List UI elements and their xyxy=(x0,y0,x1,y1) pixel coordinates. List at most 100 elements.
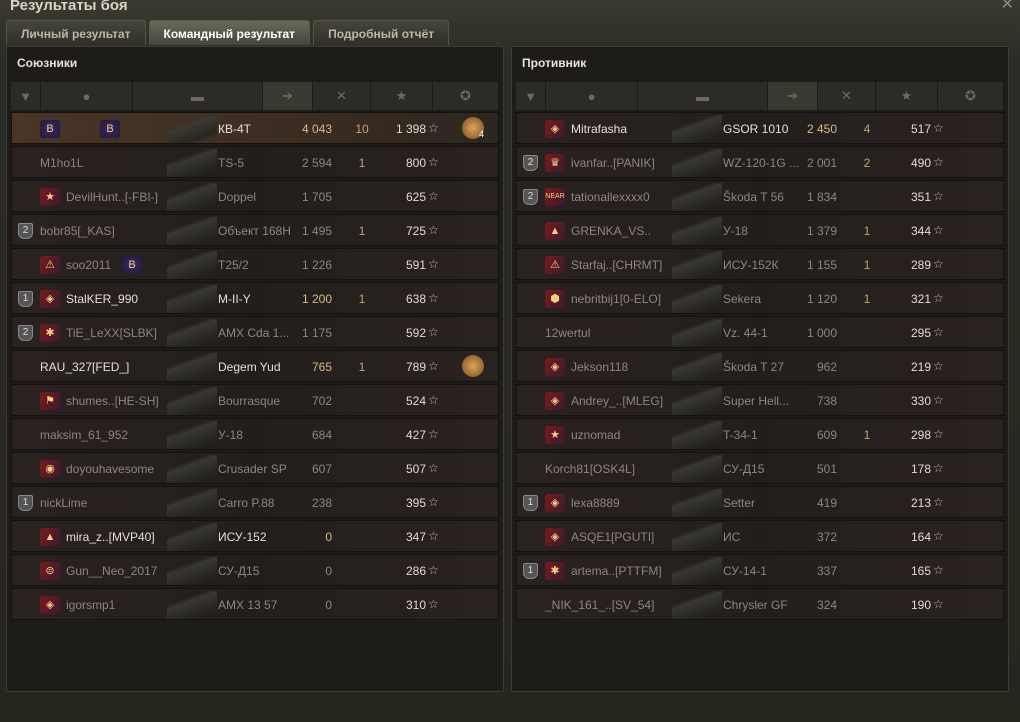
tab-detailed-report[interactable]: Подробный отчёт xyxy=(313,20,450,45)
player-name[interactable]: shumes..[HE-SH] xyxy=(66,394,159,408)
player-row[interactable]: ◈ Andrey_..[MLEG] Super Hell... 738 330 ☆ xyxy=(516,384,1004,416)
player-name[interactable]: uznomad xyxy=(571,428,621,442)
medal-column-header[interactable]: ✪ xyxy=(938,82,1004,110)
tank-image xyxy=(167,285,217,313)
player-name[interactable]: Korch81[OSK4L] xyxy=(545,462,636,476)
damage-value: 765 xyxy=(311,360,332,374)
close-icon[interactable]: ✕ xyxy=(1000,0,1014,13)
platoon-column-header[interactable]: ▼ xyxy=(11,82,41,110)
player-row[interactable]: 1 nickLime Carro P.88 238 395 ☆ xyxy=(11,486,499,518)
player-row[interactable]: 12wertul Vz. 44-1 1 000 295 ☆ xyxy=(516,316,1004,348)
player-row[interactable]: 2 ✱ TiE_LeXX[SLBK] AMX Cda 1... 1 175 592 ☆ xyxy=(11,316,499,348)
star-icon: ☆ xyxy=(428,495,439,509)
player-name[interactable]: soo2011 xyxy=(66,258,112,272)
player-row[interactable]: Korch81[OSK4L] СУ-Д15 501 178 ☆ xyxy=(516,452,1004,484)
player-row[interactable]: M1ho1L TS-5 2 594 1 800 ☆ xyxy=(11,146,499,178)
player-row[interactable]: 2 bobr85[_KAS] Объект 168Н 1 495 1 725 ☆ xyxy=(11,214,499,246)
player-name[interactable]: 12wertul xyxy=(545,326,591,340)
player-name[interactable]: nebritbij1[0-ELO] xyxy=(571,292,662,306)
player-name[interactable]: M1ho1L xyxy=(40,156,84,170)
player-name[interactable]: artema..[PTTFM] xyxy=(571,564,662,578)
xp-column-header[interactable]: ★ xyxy=(876,82,938,110)
platoon-badge-icon: 1 xyxy=(18,495,33,511)
platoon-badge-icon: 2 xyxy=(523,155,538,171)
player-row[interactable]: ▲ GRENKA_VS.. У-18 1 379 1 344 ☆ xyxy=(516,214,1004,246)
player-name[interactable]: _NIK_161_..[SV_54] xyxy=(545,598,655,612)
player-name[interactable]: Jekson118 xyxy=(571,360,629,374)
damage-column-header[interactable]: ➔ xyxy=(263,82,313,110)
player-name[interactable]: StalKER_990 xyxy=(66,292,139,306)
tank-column-header[interactable]: ▬ xyxy=(133,82,263,110)
tab-team-result[interactable]: Командный результат xyxy=(148,20,311,45)
xp-column-header[interactable]: ★ xyxy=(371,82,433,110)
player-row[interactable]: ★ uznomad T-34-1 609 1 298 ☆ xyxy=(516,418,1004,450)
player-row[interactable]: ◈ Jekson118 Škoda T 27 962 219 ☆ xyxy=(516,350,1004,382)
player-name[interactable]: DevilHunt..[-FBI-] xyxy=(66,190,159,204)
player-row[interactable]: ⚠ Starfaj..[CHRMT] ИСУ-152К 1 155 1 289 ☆ xyxy=(516,248,1004,280)
medal-icon[interactable]: 4 xyxy=(462,117,484,139)
player-row[interactable]: 2 NEAR tationallexxxx0 Škoda T 56 1 834 351 ☆ xyxy=(516,180,1004,212)
player-row[interactable]: RAU_327[FED_] Degem Yud 765 1 789 ☆ xyxy=(11,350,499,382)
damage-value: 609 xyxy=(816,428,837,442)
player-row[interactable]: ⊜ Gun__Neo_2017 СУ-Д15 0 286 ☆ xyxy=(11,554,499,586)
player-name[interactable]: RAU_327[FED_] xyxy=(40,360,130,374)
player-name[interactable]: Mitrafasha xyxy=(571,122,628,136)
player-name[interactable]: Andrey_..[MLEG] xyxy=(571,394,664,408)
player-column-header[interactable]: ● xyxy=(41,82,133,110)
damage-value: 372 xyxy=(816,530,837,544)
tank-column-header[interactable]: ▬ xyxy=(638,82,768,110)
player-name[interactable]: Starfaj..[CHRMT] xyxy=(571,258,663,272)
medal-column-header[interactable]: ✪ xyxy=(433,82,499,110)
medal-icon[interactable] xyxy=(462,355,484,377)
tank-image xyxy=(672,523,722,551)
tank-image xyxy=(672,115,722,143)
player-name[interactable]: doyouhavesome xyxy=(66,462,155,476)
player-column-header[interactable]: ● xyxy=(546,82,638,110)
player-row[interactable]: ⬢ nebritbij1[0-ELO] Sekera 1 120 1 321 ☆ xyxy=(516,282,1004,314)
player-row[interactable]: ◈ igorsmp1 AMX 13 57 0 310 ☆ xyxy=(11,588,499,620)
player-name[interactable]: Gun__Neo_2017 xyxy=(66,564,158,578)
player-row[interactable]: ◈ ASQE1[PGUTI] ИС 372 164 ☆ xyxy=(516,520,1004,552)
player-name[interactable]: GRENKA_VS.. xyxy=(571,224,652,238)
player-name[interactable]: maksim_61_952 xyxy=(40,428,129,442)
player-row[interactable]: 2 ♛ ivanfar..[PANIK] WZ-120-1G ... 2 001 2 490… xyxy=(516,146,1004,178)
player-name[interactable]: tationallexxxx0 xyxy=(571,190,650,204)
player-row[interactable]: ⚑ shumes..[HE-SH] Bourrasque 702 524 ☆ xyxy=(11,384,499,416)
enemies-title: Противник xyxy=(522,56,587,70)
player-row[interactable]: B B КВ-4Т 4 043 10 1 398 ☆ 4 xyxy=(11,112,499,144)
player-row[interactable]: 1 ◈ lexa8889 Setter 419 213 ☆ xyxy=(516,486,1004,518)
xp-value: 321 xyxy=(910,292,931,306)
player-row[interactable]: _NIK_161_..[SV_54] Chrysler GF 324 190 ☆ xyxy=(516,588,1004,620)
tank-name: Setter xyxy=(723,496,756,510)
player-row[interactable]: 1 ✱ artema..[PTTFM] СУ-14-1 337 165 ☆ xyxy=(516,554,1004,586)
player-name[interactable]: nickLime xyxy=(40,496,88,510)
player-name[interactable]: TiE_LeXX[SLBK] xyxy=(66,326,157,340)
player-row[interactable]: ⚠ soo2011 B T25/2 1 226 591 ☆ xyxy=(11,248,499,280)
player-row[interactable]: ◉ doyouhavesome Crusader SP 607 507 ☆ xyxy=(11,452,499,484)
player-row[interactable]: maksim_61_952 У-18 684 427 ☆ xyxy=(11,418,499,450)
player-name[interactable]: ASQE1[PGUTI] xyxy=(571,530,655,544)
kills-value: 2 xyxy=(863,156,871,170)
player-name[interactable]: igorsmp1 xyxy=(66,598,116,612)
clan-badge-icon: ⬢ xyxy=(545,290,565,308)
kills-column-header[interactable]: ✕ xyxy=(818,82,876,110)
player-row[interactable]: ★ DevilHunt..[-FBI-] Doppel 1 705 625 ☆ xyxy=(11,180,499,212)
clan-badge-icon: ⚠ xyxy=(545,256,565,274)
player-row[interactable]: 1 ◈ StalKER_990 M-II-Y 1 200 1 638 ☆ xyxy=(11,282,499,314)
tab-personal-result[interactable]: Личный результат xyxy=(6,20,146,45)
platoon-column-header[interactable]: ▼ xyxy=(516,82,546,110)
xp-value: 190 xyxy=(910,598,931,612)
kills-column-header[interactable]: ✕ xyxy=(313,82,371,110)
player-name[interactable]: lexa8889 xyxy=(571,496,620,510)
player-name[interactable]: bobr85[_KAS] xyxy=(40,224,115,238)
player-row[interactable]: ▲ mira_z..[MVP40] ИСУ-152 0 347 ☆ xyxy=(11,520,499,552)
player-row[interactable]: ◈ Mitrafasha GSOR 1010 2 450 4 517 ☆ xyxy=(516,112,1004,144)
star-icon: ☆ xyxy=(933,563,944,577)
player-name[interactable]: ivanfar..[PANIK] xyxy=(571,156,655,170)
damage-column-header[interactable]: ➔ xyxy=(768,82,818,110)
clan-badge-icon: ▲ xyxy=(545,222,565,240)
tank-name: Crusader SP xyxy=(218,462,287,476)
player-name[interactable]: mira_z..[MVP40] xyxy=(66,530,155,544)
xp-value: 178 xyxy=(910,462,931,476)
tank-image xyxy=(672,455,722,483)
